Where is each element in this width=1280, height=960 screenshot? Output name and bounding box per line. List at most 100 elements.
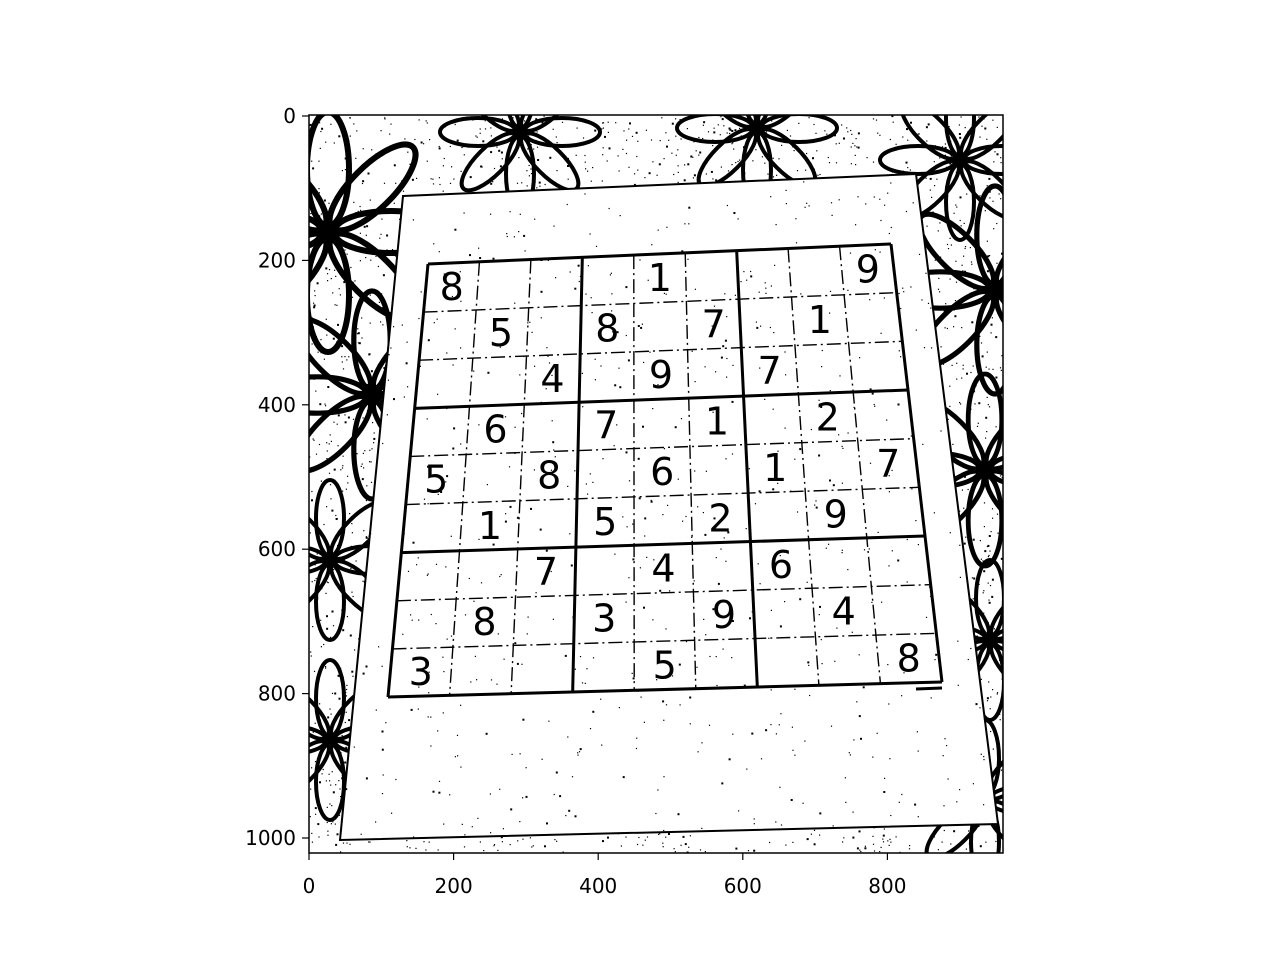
speckle [429, 139, 431, 141]
speckle [361, 337, 363, 339]
speckle [827, 156, 829, 159]
speckle [382, 442, 384, 445]
speckle [991, 578, 994, 581]
speckle [602, 147, 604, 149]
speckle [804, 206, 806, 208]
speckle [880, 332, 882, 334]
speckle [937, 849, 939, 851]
speckle [891, 550, 893, 552]
speckle [892, 121, 894, 123]
speckle [437, 849, 439, 851]
speckle [794, 688, 796, 690]
speckle [778, 158, 780, 160]
speckle [829, 390, 831, 392]
speckle [978, 583, 980, 585]
speckle [960, 225, 962, 227]
speckle [1000, 198, 1002, 200]
speckle [820, 406, 823, 408]
speckle [779, 786, 781, 788]
speckle [906, 538, 908, 541]
speckle [784, 351, 786, 353]
speckle [997, 532, 999, 534]
speckle [724, 339, 727, 342]
speckle [451, 295, 453, 298]
speckle [967, 658, 969, 661]
speckle [479, 257, 482, 259]
speckle [514, 302, 516, 304]
speckle [680, 138, 682, 140]
speckle [344, 249, 346, 251]
speckle [844, 777, 846, 779]
speckle [770, 724, 772, 726]
speckle [753, 849, 756, 852]
speckle [526, 633, 528, 635]
speckle [457, 755, 459, 757]
speckle [368, 841, 370, 843]
speckle [320, 619, 322, 621]
speckle [752, 160, 754, 162]
speckle [841, 482, 843, 484]
speckle [545, 549, 548, 552]
speckle [516, 516, 519, 519]
speckle [655, 812, 657, 815]
speckle [519, 374, 521, 376]
speckle [941, 841, 943, 843]
speckle [847, 432, 849, 434]
speckle [602, 122, 604, 124]
speckle [632, 523, 634, 525]
speckle [418, 686, 420, 688]
speckle [339, 788, 341, 790]
speckle [366, 383, 369, 386]
speckle [360, 833, 362, 835]
speckle [959, 402, 961, 404]
speckle [906, 581, 908, 583]
speckle [344, 356, 346, 358]
speckle [663, 158, 665, 160]
speckle [476, 136, 478, 138]
speckle [363, 225, 366, 228]
speckle [984, 550, 987, 553]
speckle [643, 361, 645, 364]
y-tick-label: 0 [283, 104, 296, 128]
speckle [781, 144, 783, 146]
speckle [319, 403, 322, 406]
speckle [351, 591, 353, 593]
speckle [484, 128, 487, 130]
speckle [539, 185, 541, 187]
speckle [883, 297, 885, 299]
speckle [657, 789, 659, 791]
speckle [327, 386, 330, 388]
speckle [693, 141, 695, 143]
speckle [587, 493, 589, 495]
speckle [992, 200, 994, 202]
grid-line [735, 250, 759, 688]
speckle [717, 582, 720, 585]
speckle [857, 132, 860, 135]
speckle [933, 836, 935, 838]
speckle [731, 657, 733, 659]
speckle [461, 823, 463, 825]
speckle [975, 703, 978, 706]
speckle [425, 849, 427, 851]
speckle [934, 259, 936, 261]
speckle [701, 742, 703, 744]
speckle [328, 443, 330, 445]
speckle [992, 517, 994, 519]
speckle [856, 847, 859, 850]
speckle [459, 271, 461, 273]
speckle [582, 137, 585, 139]
speckle [369, 841, 371, 843]
speckle [663, 292, 665, 294]
speckle [826, 133, 828, 135]
speckle [354, 649, 356, 651]
speckle [993, 628, 995, 630]
speckle [437, 393, 439, 395]
x-tick-label: 200 [435, 874, 473, 898]
speckle [412, 219, 414, 221]
speckle [531, 331, 533, 333]
speckle [785, 189, 787, 191]
speckle [352, 595, 354, 598]
speckle [687, 163, 690, 166]
speckle [513, 236, 515, 238]
speckle [725, 560, 727, 562]
